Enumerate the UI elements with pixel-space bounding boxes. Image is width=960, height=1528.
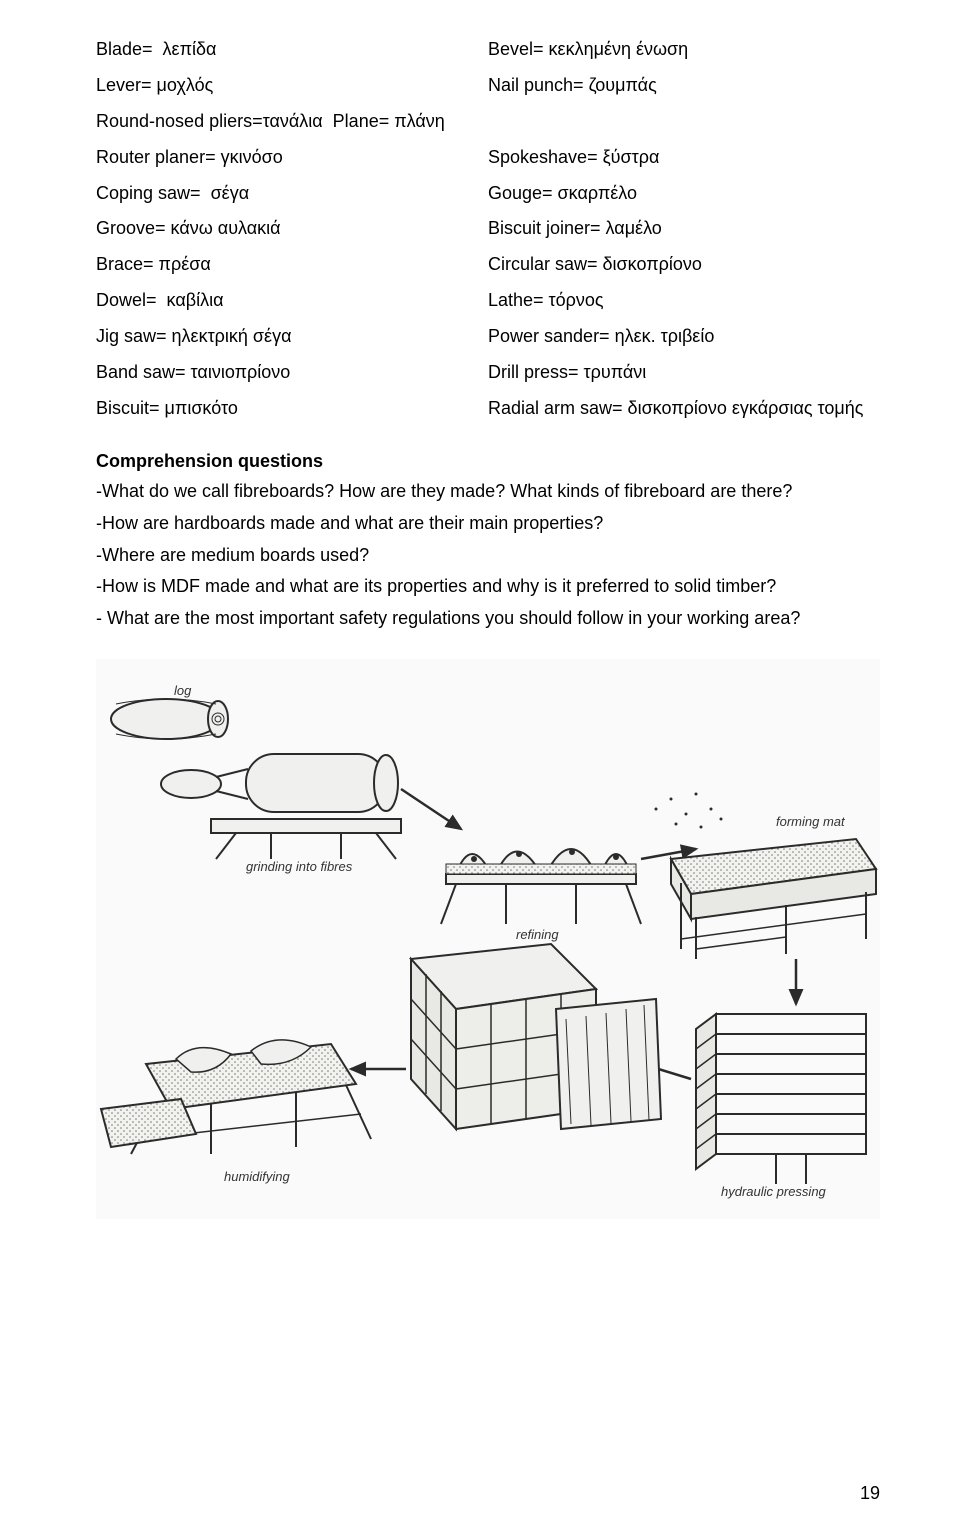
grinder-icon [161,754,401,859]
vocab-cell: Dowel= καβίλια [96,287,488,315]
forming-mat-icon [671,839,876,959]
page-number: 19 [860,1483,880,1504]
vocab-cell: Gouge= σκαρπέλο [488,180,880,208]
vocab-cell: Brace= πρέσα [96,251,488,279]
caption-grinding: grinding into fibres [246,859,352,874]
question-text: -How is MDF made and what are its proper… [96,573,880,601]
question-text: -What do we call fibreboards? How are th… [96,478,880,506]
crate-icon [411,944,661,1129]
vocab-cell: Drill press= τρυπάνι [488,359,880,387]
vocab-cell: Biscuit= μπισκότο [96,395,488,423]
vocab-cell: Power sander= ηλεκ. τριβείο [488,323,880,351]
vocab-cell: Bevel= κεκλημένη ένωση [488,36,880,64]
caption-humidifying: humidifying [224,1169,290,1184]
process-diagram: log grinding into fibres refining formin… [96,659,880,1219]
vocab-cell: Radial arm saw= δισκοπρίονο εγκάρσιας το… [488,395,880,423]
vocab-cell: Circular saw= δισκοπρίονο [488,251,880,279]
section-heading: Comprehension questions [96,451,880,472]
vocab-cell: Groove= κάνω αυλακιά [96,215,488,243]
caption-refining: refining [516,927,559,942]
vocab-cell: Biscuit joiner= λαμέλο [488,215,880,243]
humidifying-icon [101,1040,371,1154]
vocab-cell: Nail punch= ζουμπάς [488,72,880,100]
vocab-cell: Band saw= ταινιοπρίονο [96,359,488,387]
vocab-cell: Coping saw= σέγα [96,180,488,208]
caption-log: log [174,683,191,698]
question-text: -How are hardboards made and what are th… [96,510,880,538]
vocab-cell: Blade= λεπίδα [96,36,488,64]
caption-pressing: hydraulic pressing [721,1184,826,1199]
vocab-cell: Router planer= γκινόσο [96,144,488,172]
refining-icon [441,849,641,924]
vocab-cell: Spokeshave= ξύστρα [488,144,880,172]
question-text: -Where are medium boards used? [96,542,880,570]
vocab-cell: Lathe= τόρνος [488,287,880,315]
caption-forming: forming mat [776,814,845,829]
vocab-cell: Lever= μοχλός [96,72,488,100]
vocab-table: Blade= λεπίδα Bevel= κεκλημένη ένωση Lev… [96,36,880,423]
vocab-cell: Jig saw= ηλεκτρική σέγα [96,323,488,351]
hydraulic-press-icon [696,1014,866,1184]
question-text: - What are the most important safety reg… [96,605,880,633]
vocab-cell: Round-nosed pliers=τανάλια Plane= πλάνη [96,108,880,136]
log-icon [111,699,228,739]
process-diagram-svg [96,659,880,1219]
spray-icon [655,793,723,829]
